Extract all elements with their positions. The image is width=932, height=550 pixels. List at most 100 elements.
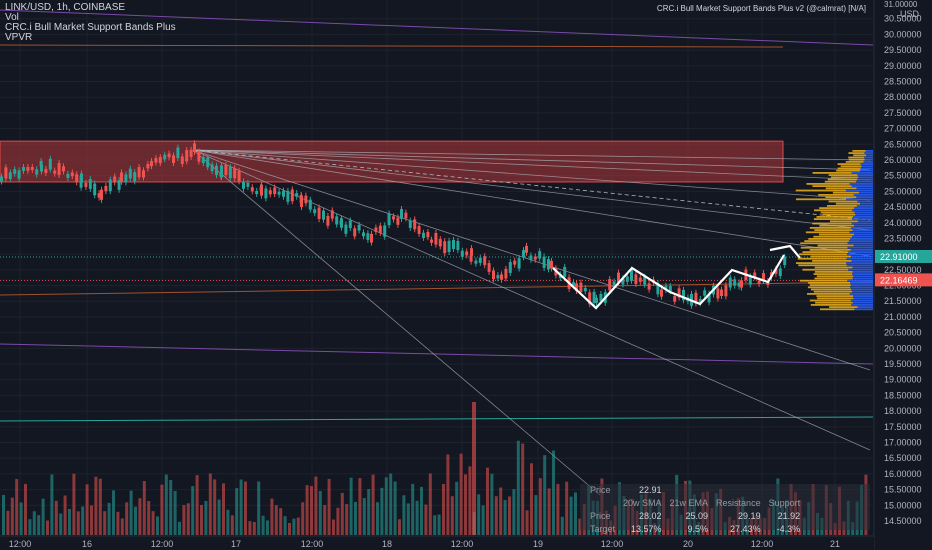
table-header: Support — [768, 497, 801, 508]
vpvr-bar — [812, 260, 852, 262]
candle — [255, 191, 259, 195]
candle — [533, 256, 537, 260]
volume-bar — [72, 473, 76, 535]
vpvr-bar — [812, 222, 852, 225]
candle — [260, 184, 263, 196]
vpvr-bar — [817, 244, 854, 247]
vpvr-bar — [814, 266, 853, 269]
candle — [167, 153, 171, 158]
candle — [215, 165, 218, 176]
vpvr-bar — [860, 167, 873, 170]
vpvr-bar — [813, 235, 853, 238]
volume-bar — [239, 479, 243, 535]
price-tick-label: 17.50000 — [884, 422, 922, 432]
time-tick-label: 12:00 — [151, 539, 174, 549]
vpvr-bar — [853, 244, 873, 247]
candle — [656, 283, 660, 295]
vpvr-bar — [799, 253, 848, 256]
trend-line — [192, 149, 601, 496]
table-cell: 13.57% — [631, 523, 662, 534]
vpvr-bar — [847, 253, 873, 256]
volume-bar — [296, 517, 300, 535]
vpvr-bar — [819, 207, 855, 209]
table-cell: 25.09 — [685, 510, 709, 521]
vpvr-bar — [853, 194, 873, 196]
candle — [66, 173, 70, 178]
vpvr-bar — [798, 264, 847, 267]
candle — [724, 285, 728, 297]
candle — [295, 193, 299, 197]
price-tick-label: 17.00000 — [884, 438, 922, 448]
candle — [137, 167, 141, 178]
candle — [703, 290, 707, 296]
trend-line — [192, 149, 871, 161]
volume-bar — [442, 484, 445, 535]
current-price-label: 22.91000 — [880, 252, 918, 262]
table-cell: 22.91 — [639, 484, 662, 495]
volume-bar — [129, 490, 133, 535]
candle — [163, 154, 167, 160]
vpvr-bar — [852, 277, 873, 280]
symbol-title[interactable]: LINK/USD, 1h, COINBASE — [5, 2, 126, 13]
table-label: Target — [590, 523, 616, 534]
candle — [400, 209, 403, 219]
volume-bar — [230, 515, 234, 535]
candle — [210, 164, 214, 172]
candle — [465, 251, 469, 256]
volume-bar — [349, 477, 353, 535]
candle — [625, 276, 629, 282]
candle — [330, 210, 334, 219]
vpvr-bar — [805, 231, 850, 234]
candle — [408, 220, 412, 228]
time-tick-label: 19 — [533, 539, 543, 549]
table-header: 20w SMA — [623, 497, 662, 508]
vpvr-bar — [849, 231, 873, 234]
volume-bar — [37, 515, 41, 535]
vpvr-bar — [814, 271, 853, 273]
volume-bar — [358, 478, 362, 535]
indicator-vol[interactable]: Vol — [5, 12, 19, 23]
volume-bar — [261, 515, 265, 535]
candle — [133, 172, 137, 182]
candle — [304, 195, 308, 204]
vpvr-bar — [853, 216, 873, 218]
volume-bar — [41, 498, 45, 535]
vpvr-bar — [856, 196, 873, 198]
vpvr-bar — [866, 154, 873, 157]
candle — [483, 256, 487, 266]
candle — [172, 155, 175, 164]
vpvr-bar — [854, 207, 873, 209]
vpvr-bar — [832, 191, 859, 194]
volume-bar — [314, 476, 318, 535]
candle — [599, 293, 603, 301]
candle — [728, 277, 732, 288]
volume-bar — [248, 521, 252, 535]
time-tick-label: 12:00 — [451, 539, 474, 549]
volume-bar — [50, 474, 54, 535]
volume-bar — [516, 440, 520, 535]
candle — [228, 166, 232, 179]
candle — [668, 285, 672, 292]
indicator-bands[interactable]: CRC.i Bull Market Support Bands Plus — [5, 22, 176, 33]
candle — [757, 280, 761, 284]
vpvr-bar — [825, 187, 857, 190]
candle — [220, 165, 223, 178]
price-tick-label: 15.50000 — [884, 485, 922, 495]
band-line — [0, 281, 874, 296]
candle — [682, 289, 685, 301]
vpvr-bar — [817, 297, 854, 300]
candle — [268, 190, 272, 195]
candle — [707, 293, 711, 303]
candle — [53, 170, 57, 174]
candle — [673, 295, 677, 302]
candle — [487, 263, 491, 272]
vpvr-bar — [799, 279, 848, 282]
candle — [88, 179, 92, 189]
vpvr-bar — [848, 158, 865, 161]
volume-bar — [85, 484, 89, 535]
indicator-vpvr[interactable]: VPVR — [5, 32, 33, 43]
vpvr-bar — [852, 273, 873, 275]
volume-bar — [222, 483, 225, 535]
